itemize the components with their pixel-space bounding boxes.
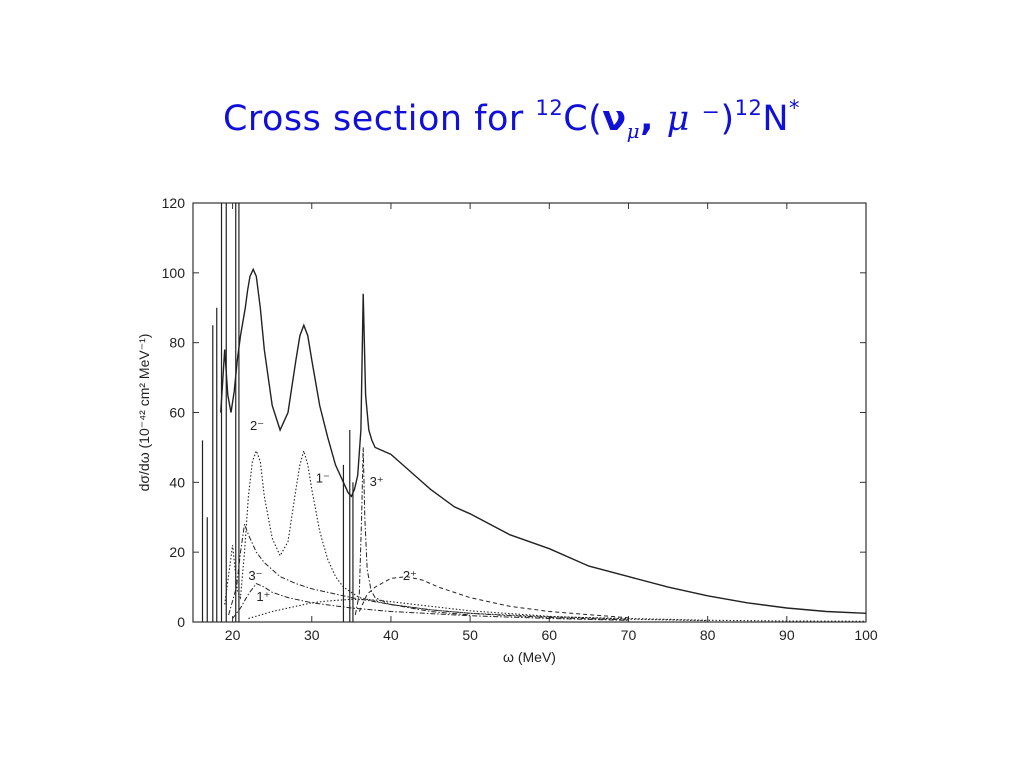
plot-area: 20 30 40 50 60 70 80 90 100 0 20 40 60 80 100 120 ω (MeV… bbox=[136, 195, 878, 665]
x-tick-label: 40 bbox=[383, 627, 399, 643]
title-neutrino: ν bbox=[602, 99, 627, 139]
slide-title: Cross section for 12C(νμ, μ ⁻)12N* bbox=[0, 96, 1023, 143]
title-mass-number-nitrogen: 12 bbox=[734, 96, 763, 120]
x-axis-title: ω (MeV) bbox=[503, 649, 556, 665]
y-tick-label: 20 bbox=[169, 544, 185, 560]
title-comma: , bbox=[640, 99, 667, 139]
title-muon: μ bbox=[666, 99, 690, 139]
title-excited-star: * bbox=[789, 96, 801, 120]
plot-frame bbox=[192, 202, 867, 623]
multipole-label: 1⁺ bbox=[256, 589, 270, 604]
y-tick-label: 100 bbox=[162, 265, 186, 281]
series-line-3 bbox=[232, 582, 629, 621]
title-close-paren: ) bbox=[720, 99, 735, 139]
title-mass-number-carbon: 12 bbox=[535, 96, 564, 120]
x-tick-label: 70 bbox=[621, 627, 637, 643]
title-neutrino-flavor: μ bbox=[626, 119, 641, 143]
series-line-1 bbox=[224, 448, 866, 622]
y-axis-title: dσ/dω (10⁻⁴² cm² MeV⁻¹) bbox=[136, 334, 152, 492]
multipole-label: 2⁻ bbox=[250, 418, 264, 433]
title-carbon: C( bbox=[563, 99, 603, 139]
multipole-label: 2⁺ bbox=[403, 568, 417, 583]
x-tick-label: 60 bbox=[542, 627, 558, 643]
title-nitrogen: N bbox=[762, 99, 790, 139]
series-line-0 bbox=[220, 267, 866, 614]
y-tick-label: 0 bbox=[177, 614, 185, 630]
title-muon-charge: ⁻ bbox=[689, 99, 721, 139]
multipole-label: 3⁺ bbox=[370, 474, 384, 489]
x-tick-label: 100 bbox=[854, 627, 878, 643]
x-tick-label: 90 bbox=[779, 627, 795, 643]
x-tick-label: 30 bbox=[304, 627, 320, 643]
y-tick-label: 40 bbox=[169, 474, 185, 490]
curves bbox=[201, 203, 866, 622]
title-prefix: Cross section for bbox=[222, 99, 536, 139]
y-tick-label: 60 bbox=[169, 405, 185, 421]
x-tick-label: 50 bbox=[462, 627, 478, 643]
x-tick-label: 20 bbox=[225, 627, 241, 643]
x-tick-label: 80 bbox=[700, 627, 716, 643]
multipole-label: 3⁻ bbox=[248, 568, 262, 583]
series-line-6 bbox=[358, 576, 629, 619]
multipole-label: 1⁻ bbox=[316, 470, 330, 485]
series-line-5 bbox=[354, 447, 471, 616]
y-tick-label: 80 bbox=[169, 335, 185, 351]
series-line-2 bbox=[228, 524, 629, 621]
y-tick-label: 120 bbox=[162, 195, 186, 211]
series-line-4 bbox=[248, 598, 708, 622]
